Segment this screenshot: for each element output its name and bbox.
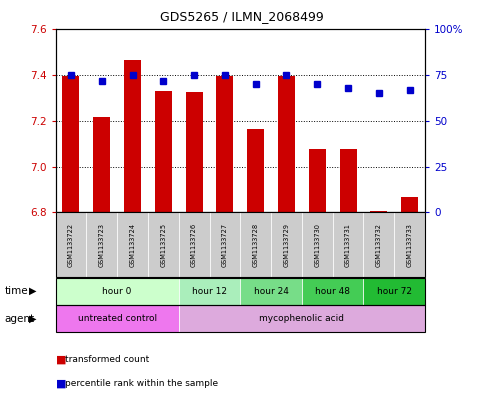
Text: ■: ■ (56, 354, 66, 365)
Bar (247, 129, 264, 212)
Bar (340, 149, 356, 212)
Text: GSM1133728: GSM1133728 (253, 222, 259, 267)
Text: GSM1133723: GSM1133723 (99, 223, 105, 266)
Text: hour 24: hour 24 (254, 287, 288, 296)
Bar (401, 197, 418, 212)
Text: GSM1133726: GSM1133726 (191, 222, 197, 267)
Text: hour 0: hour 0 (102, 287, 132, 296)
Bar (155, 91, 172, 212)
Bar (309, 149, 326, 212)
Bar (62, 76, 79, 212)
Text: transformed count: transformed count (65, 355, 149, 364)
Text: ▶: ▶ (29, 286, 37, 296)
Text: GSM1133730: GSM1133730 (314, 223, 320, 266)
Text: agent: agent (5, 314, 35, 324)
Text: percentile rank within the sample: percentile rank within the sample (65, 379, 218, 387)
Text: hour 72: hour 72 (377, 287, 412, 296)
Bar (278, 76, 295, 212)
Text: untreated control: untreated control (78, 314, 156, 323)
Text: GSM1133732: GSM1133732 (376, 223, 382, 266)
Bar (370, 211, 387, 212)
Text: hour 12: hour 12 (192, 287, 227, 296)
Text: GSM1133724: GSM1133724 (129, 222, 136, 267)
Text: GSM1133725: GSM1133725 (160, 222, 166, 267)
Text: GSM1133729: GSM1133729 (284, 223, 289, 266)
Text: ■: ■ (56, 378, 66, 388)
Text: GSM1133731: GSM1133731 (345, 223, 351, 266)
Bar (124, 60, 141, 212)
Bar (216, 76, 233, 212)
Text: ▶: ▶ (29, 314, 37, 324)
Text: mycophenolic acid: mycophenolic acid (259, 314, 344, 323)
Text: time: time (5, 286, 28, 296)
Text: hour 48: hour 48 (315, 287, 350, 296)
Bar (185, 92, 202, 212)
Bar (93, 118, 110, 212)
Text: GSM1133722: GSM1133722 (68, 222, 74, 267)
Text: GSM1133727: GSM1133727 (222, 222, 228, 267)
Text: GDS5265 / ILMN_2068499: GDS5265 / ILMN_2068499 (159, 10, 324, 23)
Text: GSM1133733: GSM1133733 (407, 223, 412, 266)
